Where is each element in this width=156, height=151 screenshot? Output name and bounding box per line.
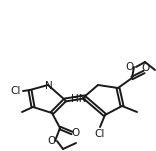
Text: N: N	[45, 81, 53, 91]
Text: O: O	[126, 62, 134, 72]
Text: HN: HN	[71, 94, 87, 104]
Text: O: O	[141, 63, 149, 73]
Text: Cl: Cl	[11, 86, 21, 96]
Text: O: O	[47, 136, 55, 146]
Text: O: O	[72, 128, 80, 138]
Text: Cl: Cl	[95, 129, 105, 139]
